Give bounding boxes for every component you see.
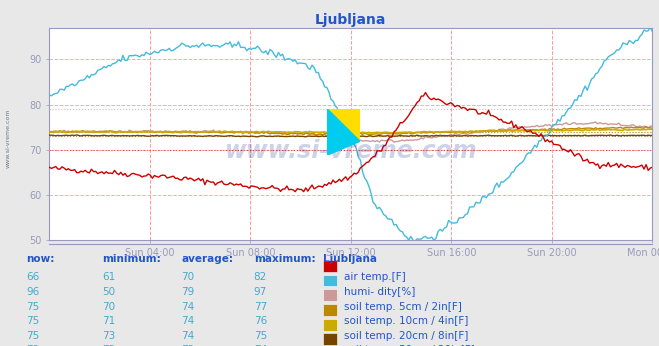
Text: www.si-vreme.com: www.si-vreme.com [5, 109, 11, 168]
FancyBboxPatch shape [323, 304, 337, 316]
Text: 82: 82 [254, 272, 267, 282]
Text: 66: 66 [26, 272, 40, 282]
Text: air temp.[F]: air temp.[F] [344, 272, 406, 282]
Text: 75: 75 [254, 331, 267, 341]
Text: soil temp. 10cm / 4in[F]: soil temp. 10cm / 4in[F] [344, 316, 469, 326]
Text: humi- dity[%]: humi- dity[%] [344, 287, 415, 297]
Text: soil temp. 5cm / 2in[F]: soil temp. 5cm / 2in[F] [344, 302, 462, 312]
Text: 74: 74 [181, 302, 194, 312]
Text: 73: 73 [181, 345, 194, 346]
Text: 75: 75 [26, 331, 40, 341]
FancyBboxPatch shape [323, 333, 337, 345]
Text: 79: 79 [181, 287, 194, 297]
Text: 73: 73 [102, 331, 115, 341]
Text: 76: 76 [254, 316, 267, 326]
Text: 75: 75 [26, 316, 40, 326]
Text: now:: now: [26, 254, 55, 264]
Text: 77: 77 [254, 302, 267, 312]
FancyBboxPatch shape [323, 319, 337, 331]
FancyBboxPatch shape [323, 260, 337, 272]
FancyBboxPatch shape [323, 274, 337, 286]
Text: 50: 50 [102, 287, 115, 297]
Text: 61: 61 [102, 272, 115, 282]
Polygon shape [327, 109, 360, 155]
Polygon shape [327, 109, 360, 141]
Text: soil temp. 20cm / 8in[F]: soil temp. 20cm / 8in[F] [344, 331, 469, 341]
Text: 73: 73 [26, 345, 40, 346]
Text: 74: 74 [181, 331, 194, 341]
Text: maximum:: maximum: [254, 254, 316, 264]
Text: 70: 70 [102, 302, 115, 312]
Text: 97: 97 [254, 287, 267, 297]
Title: Ljubljana: Ljubljana [315, 12, 387, 27]
Text: minimum:: minimum: [102, 254, 161, 264]
Text: soil temp. 50cm / 20in[F]: soil temp. 50cm / 20in[F] [344, 345, 475, 346]
Text: 70: 70 [181, 272, 194, 282]
Text: 71: 71 [102, 316, 115, 326]
Text: 73: 73 [102, 345, 115, 346]
Text: average:: average: [181, 254, 233, 264]
Text: Ljubljana: Ljubljana [323, 254, 377, 264]
Text: 75: 75 [26, 302, 40, 312]
Text: www.si-vreme.com: www.si-vreme.com [225, 139, 477, 163]
Text: 74: 74 [181, 316, 194, 326]
FancyBboxPatch shape [323, 289, 337, 301]
Text: 74: 74 [254, 345, 267, 346]
Text: 96: 96 [26, 287, 40, 297]
